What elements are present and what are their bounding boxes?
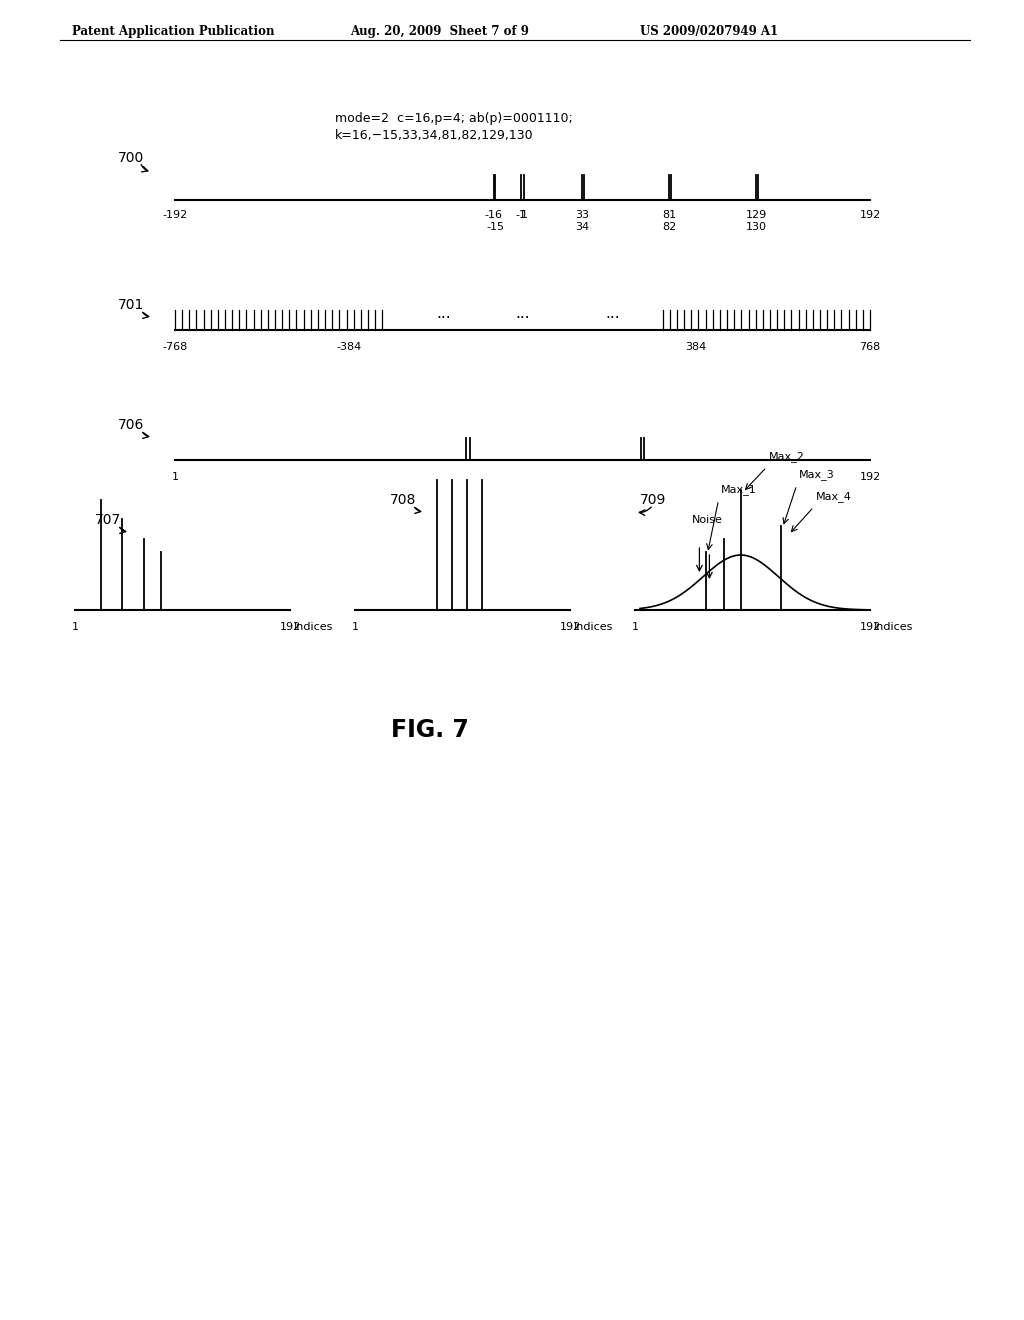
Text: 1: 1 [72,622,79,632]
Text: -15: -15 [486,222,505,232]
Text: ...: ... [436,306,451,321]
Text: US 2009/0207949 A1: US 2009/0207949 A1 [640,25,778,38]
Text: Indices: Indices [874,622,913,632]
Text: -384: -384 [336,342,361,352]
Text: 768: 768 [859,342,881,352]
Text: Max_2: Max_2 [769,451,805,462]
Text: 707: 707 [95,513,121,527]
Text: 700: 700 [118,150,144,165]
Text: 192: 192 [280,622,301,632]
Text: Noise: Noise [691,515,722,525]
Text: -192: -192 [163,210,187,220]
Text: Indices: Indices [294,622,334,632]
Text: 1: 1 [171,473,178,482]
Text: 706: 706 [118,418,144,432]
Text: -16: -16 [484,210,503,220]
Text: 192: 192 [859,622,881,632]
Text: FIG. 7: FIG. 7 [391,718,469,742]
Text: 1: 1 [351,622,358,632]
Text: 701: 701 [118,298,144,312]
Text: 708: 708 [390,492,417,507]
Text: 129: 129 [745,210,767,220]
Text: 1: 1 [632,622,639,632]
Text: k=16,−15,33,34,81,82,129,130: k=16,−15,33,34,81,82,129,130 [335,129,534,143]
Text: Max_4: Max_4 [816,491,852,502]
Text: Max_1: Max_1 [721,484,757,495]
Text: Aug. 20, 2009  Sheet 7 of 9: Aug. 20, 2009 Sheet 7 of 9 [350,25,528,38]
Text: -768: -768 [163,342,187,352]
Text: 709: 709 [640,492,667,507]
Text: 192: 192 [859,210,881,220]
Text: Indices: Indices [574,622,613,632]
Text: 82: 82 [662,222,676,232]
Text: 192: 192 [859,473,881,482]
Text: ...: ... [515,306,529,321]
Text: Max_3: Max_3 [799,469,835,480]
Text: Patent Application Publication: Patent Application Publication [72,25,274,38]
Text: 192: 192 [559,622,581,632]
Text: mode=2  c=16,p=4; ab(p)=0001110;: mode=2 c=16,p=4; ab(p)=0001110; [335,112,572,125]
Text: 81: 81 [663,210,676,220]
Text: 130: 130 [745,222,767,232]
Text: 1: 1 [521,210,527,220]
Text: ...: ... [605,306,621,321]
Text: 34: 34 [575,222,589,232]
Text: -1: -1 [515,210,526,220]
Text: 384: 384 [686,342,707,352]
Text: 33: 33 [575,210,589,220]
